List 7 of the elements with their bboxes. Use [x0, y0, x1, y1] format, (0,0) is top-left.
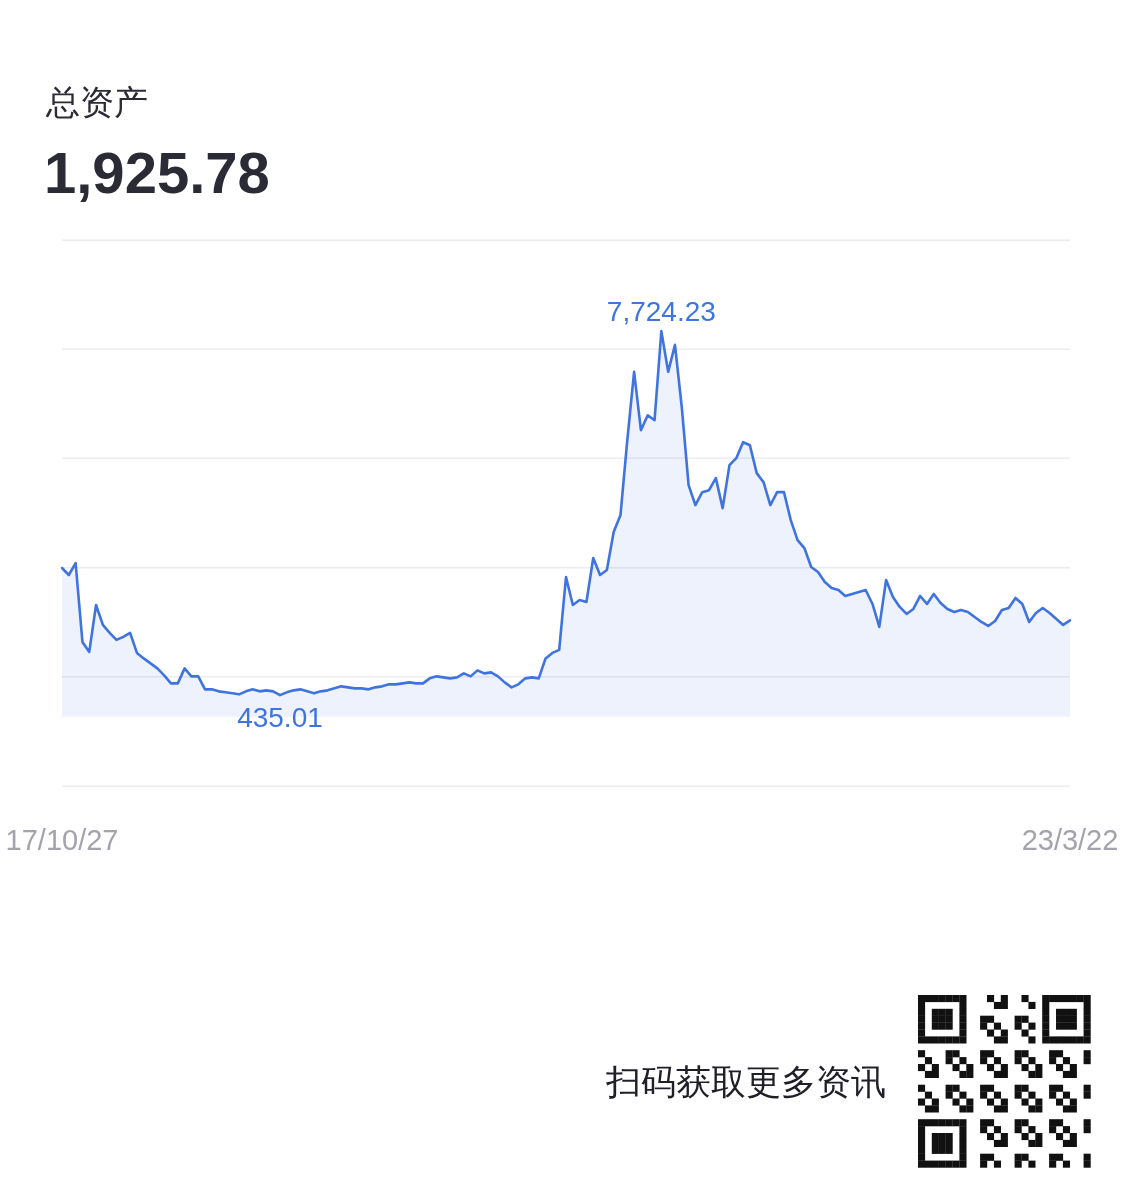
- chart-subtitle: 1,925.78: [44, 140, 270, 206]
- x-tick-label: 23/3/22: [1021, 823, 1119, 856]
- data-label: 7,724.23: [606, 295, 716, 327]
- text: 扫码获取更多资讯: [606, 1061, 886, 1103]
- chart-title: 总资产: [46, 82, 148, 122]
- data-label: 435.01: [237, 701, 323, 733]
- x-tick-label: 17/10/27: [5, 823, 119, 856]
